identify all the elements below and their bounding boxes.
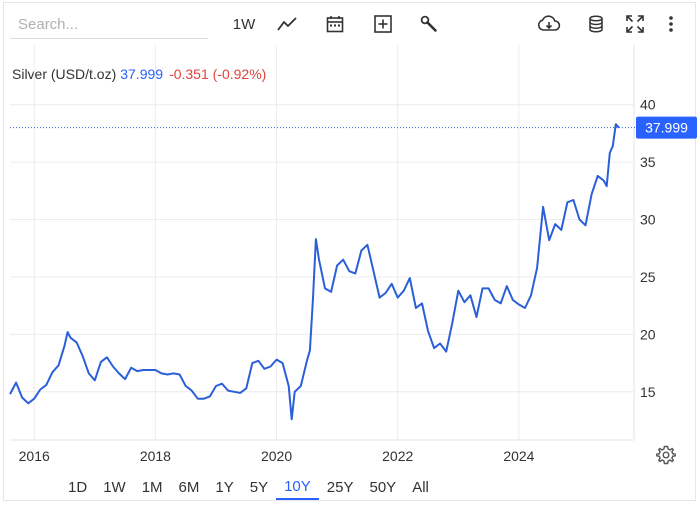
range-button-6m[interactable]: 6M — [178, 479, 200, 496]
x-tick-label: 2022 — [382, 448, 413, 464]
wrench-icon[interactable] — [418, 10, 440, 38]
y-tick-label: 40 — [640, 97, 656, 113]
chart-widget-frame — [3, 2, 696, 501]
settings-gear-icon[interactable] — [656, 445, 676, 465]
series-price: 37.999 — [120, 66, 164, 82]
range-button-25y[interactable]: 25Y — [326, 479, 354, 496]
x-tick-label: 2024 — [503, 448, 534, 464]
range-button-all[interactable]: All — [412, 479, 429, 496]
range-button-1m[interactable]: 1M — [141, 479, 163, 496]
x-tick-label: 2016 — [19, 448, 50, 464]
last-value-badge — [636, 116, 697, 139]
y-tick-label: 20 — [640, 326, 656, 342]
range-button-1d[interactable]: 1D — [68, 479, 88, 496]
series-change: -0.351 (-0.92%) — [169, 66, 267, 82]
range-selector: 1D 1W 1M 6M 1Y 5Y 10Y 25Y 50Y All — [60, 476, 437, 500]
series-name: Silver (USD/t.oz) — [12, 66, 117, 82]
range-button-1y[interactable]: 1Y — [215, 479, 234, 496]
x-tick-label: 2018 — [140, 448, 171, 464]
range-button-1w[interactable]: 1W — [103, 479, 126, 496]
add-indicator-icon[interactable] — [372, 10, 394, 38]
series-line — [9, 123, 620, 421]
more-icon[interactable] — [664, 10, 678, 38]
interval-button[interactable]: 1W — [232, 15, 256, 33]
calendar-icon[interactable] — [324, 10, 346, 38]
fullscreen-icon[interactable] — [624, 10, 646, 38]
range-button-10y[interactable]: 10Y — [276, 476, 319, 500]
y-tick-label: 35 — [640, 154, 656, 170]
download-icon[interactable] — [536, 10, 562, 38]
search-input[interactable] — [10, 11, 208, 39]
y-tick-label: 30 — [640, 212, 656, 228]
database-icon[interactable] — [586, 10, 606, 38]
range-button-5y[interactable]: 5Y — [249, 479, 269, 496]
last-value-label: 37.999 — [645, 120, 688, 136]
line-chart-icon[interactable] — [276, 10, 300, 38]
range-button-50y[interactable]: 50Y — [369, 479, 397, 496]
x-tick-label: 2020 — [261, 448, 292, 464]
series-legend: Silver (USD/t.oz) 37.999 -0.351 (-0.92%) — [12, 66, 266, 82]
y-tick-label: 25 — [640, 269, 656, 285]
y-tick-label: 15 — [640, 384, 656, 400]
